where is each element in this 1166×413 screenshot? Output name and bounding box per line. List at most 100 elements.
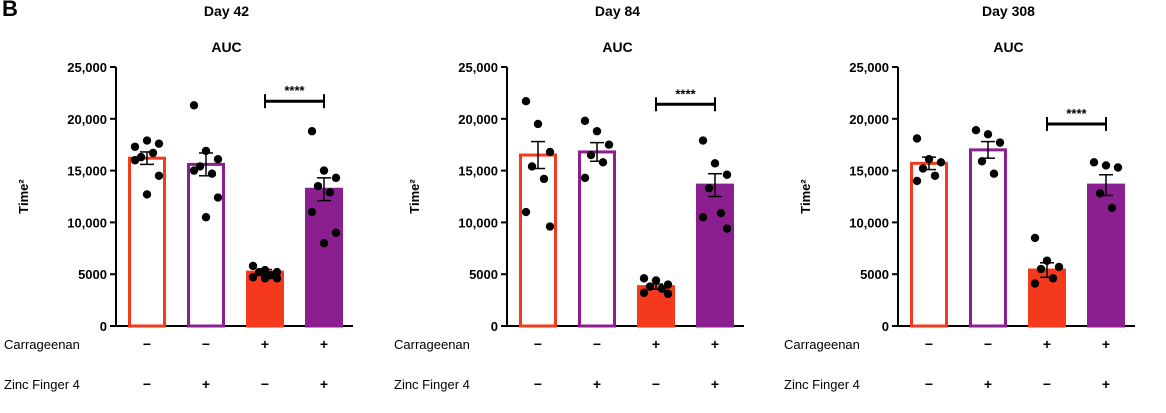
data-point xyxy=(189,101,199,110)
data-point xyxy=(207,169,217,178)
data-point xyxy=(142,136,152,145)
data-point xyxy=(527,162,537,171)
row-label-carrageenan: Carrageenan xyxy=(394,337,470,352)
data-point xyxy=(995,138,1005,147)
significance-label: **** xyxy=(284,83,305,98)
carrageenan-sign: + xyxy=(1043,336,1051,352)
y-axis-label: Time² xyxy=(798,179,813,214)
data-point xyxy=(580,116,590,126)
zinc-finger-4-sign: + xyxy=(711,376,719,392)
data-point xyxy=(1030,233,1040,243)
y-tick-label: 25,000 xyxy=(849,60,889,75)
bar xyxy=(519,153,557,328)
data-point xyxy=(580,173,590,183)
data-point xyxy=(254,267,264,277)
data-point xyxy=(639,288,649,298)
y-tick-label: 15,000 xyxy=(67,164,107,179)
zinc-finger-4-sign: + xyxy=(593,376,601,392)
row-label-zinc-finger-4: Zinc Finger 4 xyxy=(784,377,860,392)
data-point xyxy=(545,222,555,231)
data-point xyxy=(213,193,223,202)
data-point xyxy=(1048,274,1058,283)
data-point xyxy=(651,276,661,285)
data-point xyxy=(710,159,720,168)
zinc-finger-4-sign: + xyxy=(1102,376,1110,392)
data-point xyxy=(313,181,323,191)
zinc-finger-4-sign: + xyxy=(202,376,210,392)
carrageenan-sign: + xyxy=(711,336,719,352)
data-point xyxy=(598,158,608,167)
data-point xyxy=(248,273,258,282)
significance-label: **** xyxy=(675,86,696,101)
zinc-finger-4-sign: + xyxy=(984,376,992,392)
zinc-finger-4-sign: − xyxy=(261,376,269,392)
data-point xyxy=(722,224,732,233)
carrageenan-sign: − xyxy=(925,336,933,352)
y-tick-label: 0 xyxy=(100,319,107,334)
data-point xyxy=(924,155,934,164)
carrageenan-sign: − xyxy=(593,336,601,352)
data-point xyxy=(971,125,981,135)
chart-title: Day 42 xyxy=(204,3,249,19)
row-label-carrageenan: Carrageenan xyxy=(784,337,860,352)
chart-panel-3: Day 308 AUC Time² 0 5000 10,000 15,000 20,000 25… xyxy=(784,3,1135,392)
carrageenan-sign: − xyxy=(984,336,992,352)
data-point xyxy=(645,282,655,291)
bar xyxy=(187,162,225,328)
y-axis-label: Time² xyxy=(407,179,422,214)
data-point xyxy=(307,127,317,136)
data-point xyxy=(154,139,164,148)
y-tick-label: 15,000 xyxy=(849,164,889,179)
data-point xyxy=(989,169,999,178)
zinc-finger-4-sign: − xyxy=(534,376,542,392)
data-point xyxy=(539,174,549,184)
data-point xyxy=(130,156,140,165)
bar xyxy=(1087,183,1125,328)
bar xyxy=(969,148,1007,328)
data-point xyxy=(545,147,555,157)
chart-subtitle: AUC xyxy=(993,39,1023,55)
data-point xyxy=(698,213,708,222)
chart-panel-2: Day 84 AUC Time² 0 5000 10,000 15,000 20,000 25,… xyxy=(394,3,744,392)
data-point xyxy=(1089,158,1099,167)
data-point xyxy=(704,184,714,193)
y-tick-label: 20,000 xyxy=(67,112,107,127)
bar xyxy=(1028,268,1066,328)
zinc-finger-4-sign: − xyxy=(1043,376,1051,392)
y-tick-label: 25,000 xyxy=(458,60,498,75)
y-tick-label: 10,000 xyxy=(458,215,498,230)
carrageenan-sign: − xyxy=(534,336,542,352)
data-point xyxy=(142,190,152,199)
zinc-finger-4-sign: − xyxy=(652,376,660,392)
data-point xyxy=(201,146,211,156)
data-point xyxy=(148,148,158,158)
chart-subtitle: AUC xyxy=(211,39,241,55)
data-point xyxy=(1107,203,1117,213)
row-label-zinc-finger-4: Zinc Finger 4 xyxy=(4,377,80,392)
data-point xyxy=(213,155,223,164)
carrageenan-sign: + xyxy=(652,336,660,352)
chart-title: Day 308 xyxy=(982,3,1035,19)
data-point xyxy=(1095,189,1105,198)
data-point xyxy=(1101,161,1111,170)
data-point xyxy=(201,213,211,222)
data-point xyxy=(657,284,667,293)
data-point xyxy=(936,158,946,167)
zinc-finger-4-sign: − xyxy=(925,376,933,392)
data-point xyxy=(604,140,614,149)
data-point xyxy=(698,136,708,145)
carrageenan-sign: + xyxy=(1102,336,1110,352)
y-tick-label: 15,000 xyxy=(458,164,498,179)
data-point xyxy=(319,238,329,248)
data-point xyxy=(521,96,531,106)
data-point xyxy=(977,157,987,166)
data-point xyxy=(521,207,531,217)
row-label-carrageenan: Carrageenan xyxy=(4,337,80,352)
chart-title: Day 84 xyxy=(595,3,640,19)
y-tick-label: 5000 xyxy=(860,267,889,282)
chart-panel-1: Day 42 AUC Time² 0 5000 10,000 15,000 20,000 25,… xyxy=(4,3,353,392)
data-point xyxy=(195,162,205,171)
carrageenan-sign: + xyxy=(261,336,269,352)
bar xyxy=(910,161,948,328)
panel-label: B xyxy=(2,0,18,21)
